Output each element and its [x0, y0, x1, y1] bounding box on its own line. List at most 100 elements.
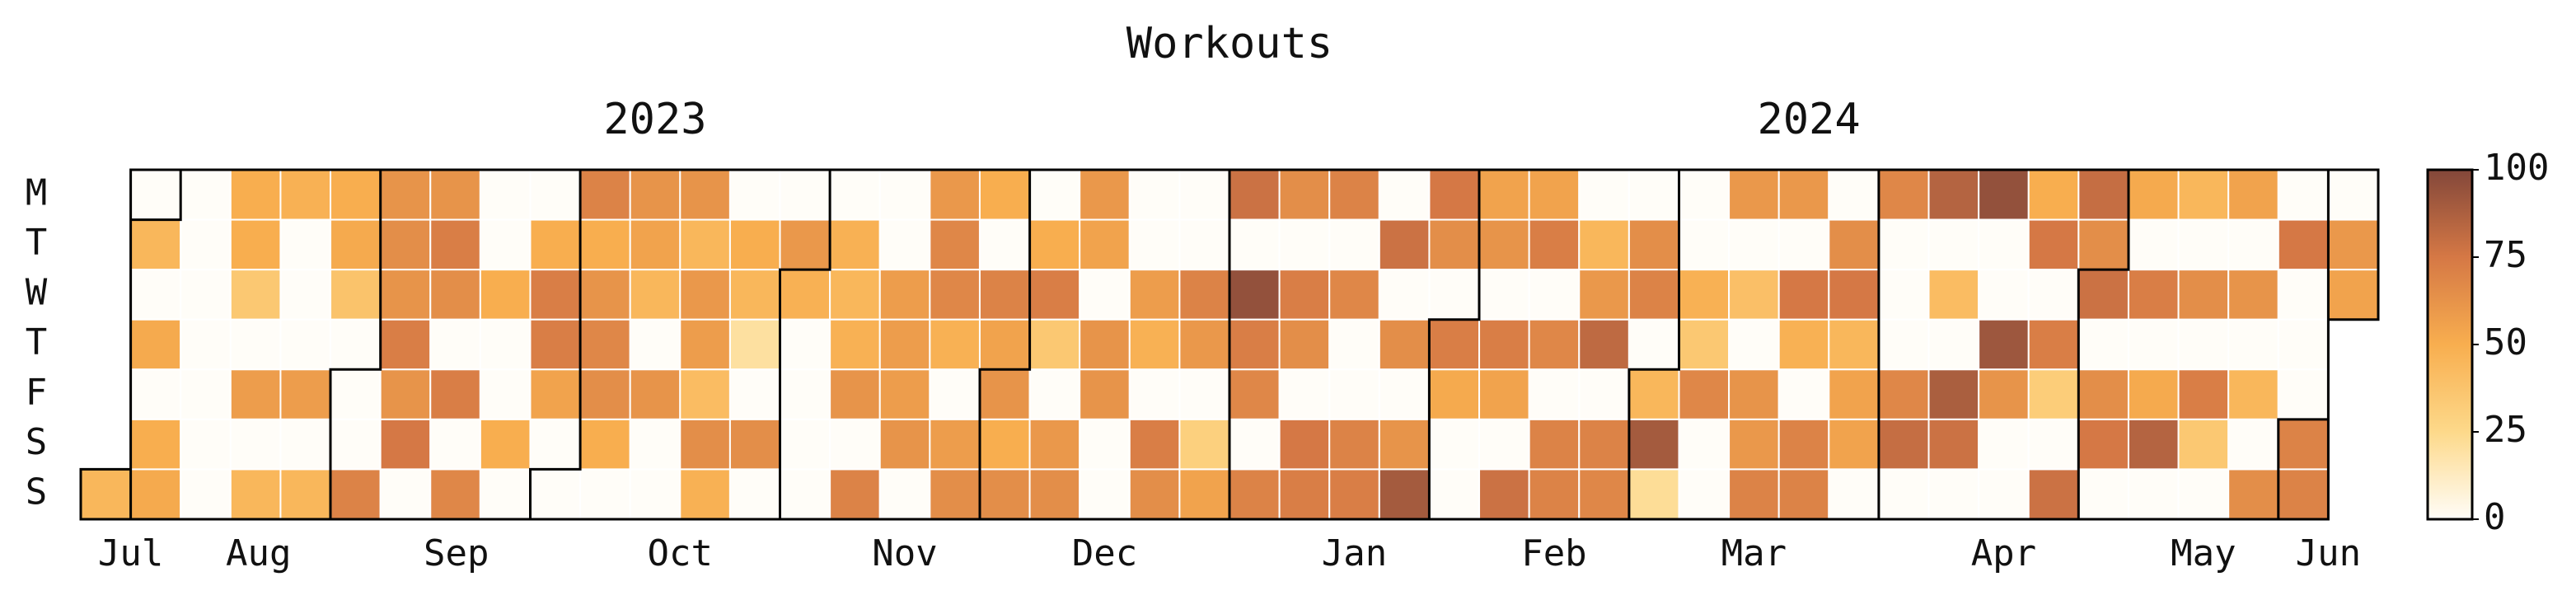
day-cell	[2027, 318, 2080, 371]
row-label: F	[26, 372, 48, 414]
month-label: Jun	[2296, 532, 2361, 574]
day-cell	[2227, 418, 2279, 471]
day-cell	[679, 169, 731, 221]
day-cell	[529, 468, 582, 521]
day-cell	[1927, 468, 1980, 521]
row-label: S	[26, 421, 48, 463]
day-cell	[2077, 468, 2129, 521]
day-cell	[1378, 368, 1431, 420]
day-cell	[2277, 318, 2330, 371]
colorbar-tick-label: 50	[2484, 321, 2527, 363]
day-cell	[1378, 418, 1431, 471]
day-cell	[1278, 418, 1331, 471]
day-cell	[629, 169, 681, 221]
day-cell	[129, 368, 182, 420]
day-cell	[579, 218, 631, 271]
day-cell	[1927, 269, 1980, 321]
day-cell	[1728, 269, 1780, 321]
day-cell	[1278, 368, 1331, 420]
day-cell	[1178, 418, 1231, 471]
day-cell	[1628, 368, 1680, 420]
day-cell	[129, 169, 182, 221]
day-cell	[978, 418, 1031, 471]
day-cell	[579, 468, 631, 521]
day-cell	[1079, 269, 1131, 321]
day-cell	[1628, 169, 1680, 221]
day-cell	[2027, 169, 2080, 221]
day-cell	[129, 418, 182, 471]
day-cell	[479, 468, 532, 521]
day-cell	[279, 169, 332, 221]
row-label: T	[26, 222, 48, 264]
day-cell	[1229, 218, 1281, 271]
day-cell	[2277, 169, 2330, 221]
day-cell	[1828, 318, 1880, 371]
month-label: Mar	[1721, 532, 1787, 574]
colorbar-tick-label: 25	[2484, 409, 2527, 451]
day-cell	[1028, 318, 1081, 371]
day-cell	[1927, 418, 1980, 471]
day-cell	[1428, 318, 1481, 371]
day-cell	[1278, 269, 1331, 321]
day-cell	[1528, 368, 1581, 420]
day-cell	[529, 269, 582, 321]
day-cell	[2277, 468, 2330, 521]
day-cell	[2277, 218, 2330, 271]
month-label: May	[2171, 532, 2236, 574]
day-cell	[1828, 269, 1880, 321]
day-cell	[2077, 318, 2129, 371]
day-cell	[529, 368, 582, 420]
day-cell	[2177, 269, 2230, 321]
day-cell	[629, 418, 681, 471]
colorbar	[2426, 168, 2474, 521]
day-cell	[180, 318, 232, 371]
day-cell	[2327, 169, 2380, 221]
day-cell	[429, 218, 481, 271]
day-cell	[2027, 218, 2080, 271]
day-cell	[1927, 368, 1980, 420]
day-cell	[1478, 418, 1530, 471]
day-cell	[229, 318, 282, 371]
day-cell	[878, 318, 931, 371]
colorbar-tick-label: 0	[2484, 496, 2506, 538]
day-cell	[1478, 169, 1530, 221]
day-cell	[978, 169, 1031, 221]
day-cell	[929, 269, 981, 321]
day-cell	[2127, 468, 2180, 521]
day-cell	[1927, 218, 1980, 271]
day-cell	[1678, 468, 1731, 521]
day-cell	[1777, 169, 1830, 221]
day-cell	[1777, 418, 1830, 471]
day-cell	[180, 368, 232, 420]
day-cell	[2227, 468, 2279, 521]
day-cell	[1229, 468, 1281, 521]
day-cell	[2027, 468, 2080, 521]
day-cell	[679, 218, 731, 271]
day-cell	[1877, 468, 1930, 521]
day-cell	[229, 169, 282, 221]
colorbar-tick-label: 75	[2484, 234, 2527, 276]
day-cell	[2227, 169, 2279, 221]
day-cell	[1178, 318, 1231, 371]
day-cell	[929, 368, 981, 420]
day-cell	[629, 218, 681, 271]
day-cell	[379, 468, 432, 521]
day-cell	[1777, 318, 1830, 371]
day-cell	[2077, 269, 2129, 321]
day-cell	[2327, 269, 2380, 321]
day-cell	[779, 418, 831, 471]
day-cell	[2127, 269, 2180, 321]
day-cell	[1578, 269, 1630, 321]
day-cell	[379, 318, 432, 371]
day-cell	[529, 418, 582, 471]
day-cell	[779, 368, 831, 420]
day-cell	[1079, 468, 1131, 521]
day-cell	[1877, 269, 1930, 321]
day-cell	[779, 269, 831, 321]
day-cell	[1927, 169, 1980, 221]
day-cell	[1229, 418, 1281, 471]
day-cell	[2127, 368, 2180, 420]
day-cell	[1528, 318, 1581, 371]
day-cell	[878, 169, 931, 221]
day-cell	[929, 218, 981, 271]
